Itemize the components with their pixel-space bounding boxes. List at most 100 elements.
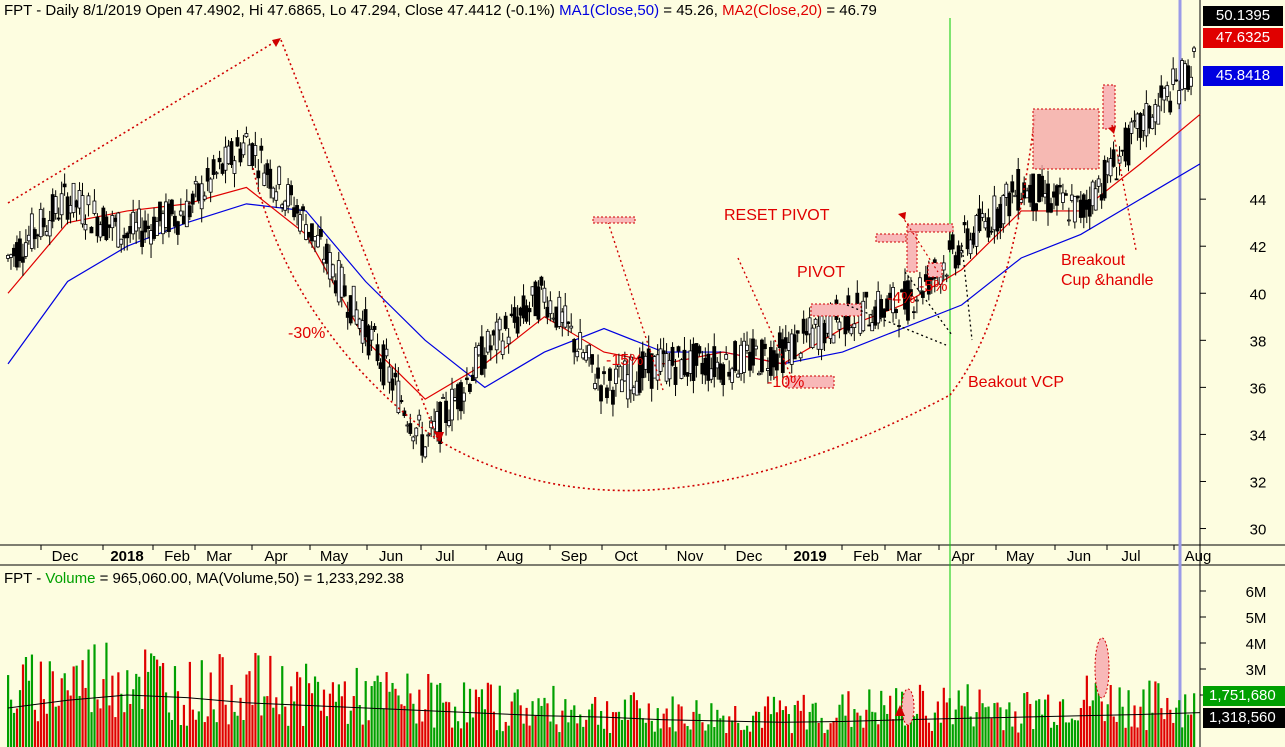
- candle-body: [1028, 184, 1033, 203]
- candle-body: [71, 182, 76, 213]
- support-box: [785, 375, 835, 389]
- candle-body: [989, 230, 994, 233]
- candle-body: [178, 210, 183, 216]
- candle-body: [62, 183, 67, 188]
- candle-body: [324, 243, 329, 264]
- volume-bar: [257, 655, 260, 747]
- volume-bar: [1109, 685, 1112, 747]
- volume-bar: [874, 712, 877, 747]
- candle-body: [500, 340, 505, 355]
- candle-body: [819, 314, 824, 350]
- candle-body: [1141, 114, 1146, 131]
- volume-bar: [686, 726, 689, 747]
- volume-bar: [1166, 697, 1169, 747]
- candle-body: [941, 262, 946, 271]
- volume-bar: [835, 717, 838, 747]
- volume-bar: [42, 699, 45, 747]
- volume-bar: [1064, 722, 1068, 747]
- candle-body: [527, 308, 532, 313]
- x-tick-label: Sep: [561, 548, 588, 565]
- arrow-head-icon: [272, 38, 281, 47]
- volume-bar: [153, 655, 156, 747]
- volume-bar: [203, 722, 206, 747]
- candle-body: [453, 397, 457, 401]
- volume-bar: [456, 721, 460, 747]
- candle-body: [327, 252, 332, 280]
- volume-bar: [936, 701, 939, 747]
- price-badge: 50.1395: [1203, 6, 1283, 26]
- volume-bar: [272, 707, 275, 747]
- candle-body: [1138, 113, 1143, 138]
- volume-bar: [629, 695, 633, 747]
- volume-bar: [620, 719, 624, 747]
- candle-body: [995, 208, 1000, 232]
- candle-body: [146, 225, 150, 229]
- volume-bar: [173, 666, 177, 747]
- volume-bar: [236, 715, 239, 747]
- volume-bar: [111, 675, 114, 747]
- volume-bar: [1011, 726, 1014, 747]
- candle-body: [676, 346, 681, 352]
- volume-bar: [224, 704, 227, 747]
- volume-bar: [555, 724, 558, 747]
- volume-bar: [290, 686, 293, 747]
- volume-bar: [12, 712, 16, 747]
- annotation-pct-15: -15%: [606, 352, 644, 369]
- volume-bar: [1050, 727, 1053, 747]
- volume-title-bar: FPT - Volume = 965,060.00, MA(Volume,50)…: [4, 570, 404, 587]
- candle-body: [742, 340, 746, 373]
- volume-bar: [120, 693, 123, 747]
- candle-body: [631, 386, 636, 395]
- breakout-pointer-line: [1111, 124, 1137, 251]
- volume-bar: [1038, 699, 1041, 747]
- volume-bar: [981, 703, 984, 747]
- volume-bar: [790, 733, 793, 747]
- volume-bar: [877, 724, 880, 747]
- volume-bar: [492, 711, 495, 747]
- volume-bar: [483, 709, 486, 747]
- volume-bar: [966, 684, 969, 747]
- x-tick-label: Apr: [951, 548, 974, 565]
- candle-body: [229, 141, 234, 165]
- handle-box: [1032, 108, 1100, 170]
- volume-bar: [939, 722, 942, 747]
- candle-body: [101, 207, 106, 237]
- volume-bar: [531, 701, 534, 747]
- resistance-box: [592, 216, 636, 224]
- volume-bar: [1079, 708, 1082, 747]
- candle-body: [1144, 103, 1149, 137]
- candle-body: [965, 228, 970, 250]
- candle-body: [986, 217, 991, 238]
- volume-bar: [516, 689, 519, 747]
- candle-body: [757, 372, 761, 376]
- volume-bar: [75, 665, 78, 747]
- candle-body: [971, 232, 976, 245]
- volume-bar: [141, 708, 144, 747]
- x-tick-label: Dec: [736, 548, 763, 565]
- volume-bar: [796, 700, 799, 747]
- volume-bar: [397, 695, 400, 747]
- volume-label: Volume: [45, 570, 96, 587]
- candle-body: [891, 287, 895, 314]
- candle-body: [533, 281, 538, 317]
- candle-body: [664, 353, 669, 382]
- volume-bar: [918, 684, 922, 747]
- candle-body: [703, 357, 708, 376]
- volume-bar: [358, 704, 361, 747]
- candle-body: [274, 191, 279, 201]
- volume-bar: [1124, 727, 1127, 747]
- volume-bar: [319, 710, 323, 747]
- candle-body: [217, 157, 222, 163]
- candle-body: [724, 354, 729, 360]
- volume-ma-line: [7, 694, 1201, 723]
- volume-bar: [972, 726, 975, 747]
- candle-body: [375, 344, 380, 362]
- volume-bar: [373, 681, 376, 747]
- candle-body: [348, 295, 353, 324]
- candle-body: [572, 339, 577, 353]
- volume-bar: [90, 712, 93, 747]
- volume-bar: [433, 727, 436, 747]
- y-tick-label: 32: [1250, 474, 1267, 491]
- volume-bar: [1175, 707, 1178, 747]
